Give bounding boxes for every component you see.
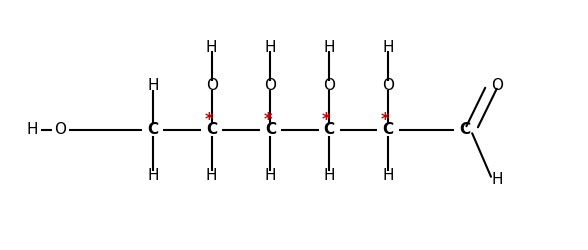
Text: *: *: [322, 111, 330, 129]
Text: H: H: [382, 40, 394, 55]
Text: C: C: [206, 122, 217, 138]
Text: O: O: [323, 78, 335, 92]
Text: H: H: [206, 168, 218, 182]
Text: H: H: [491, 172, 503, 188]
Text: O: O: [55, 122, 66, 138]
Text: H: H: [147, 168, 159, 182]
Text: H: H: [265, 168, 276, 182]
Text: H: H: [382, 168, 394, 182]
Text: H: H: [323, 40, 335, 55]
Text: C: C: [383, 122, 393, 138]
Text: H: H: [265, 40, 276, 55]
Text: H: H: [206, 40, 218, 55]
Text: H: H: [147, 78, 159, 92]
Text: C: C: [459, 122, 470, 138]
Text: O: O: [206, 78, 218, 92]
Text: C: C: [324, 122, 335, 138]
Text: C: C: [265, 122, 276, 138]
Text: *: *: [381, 111, 389, 129]
Text: *: *: [205, 111, 213, 129]
Text: H: H: [323, 168, 335, 182]
Text: O: O: [382, 78, 394, 92]
Text: O: O: [265, 78, 276, 92]
Text: C: C: [148, 122, 158, 138]
Text: O: O: [491, 78, 503, 92]
Text: *: *: [263, 111, 272, 129]
Text: H: H: [26, 122, 38, 138]
